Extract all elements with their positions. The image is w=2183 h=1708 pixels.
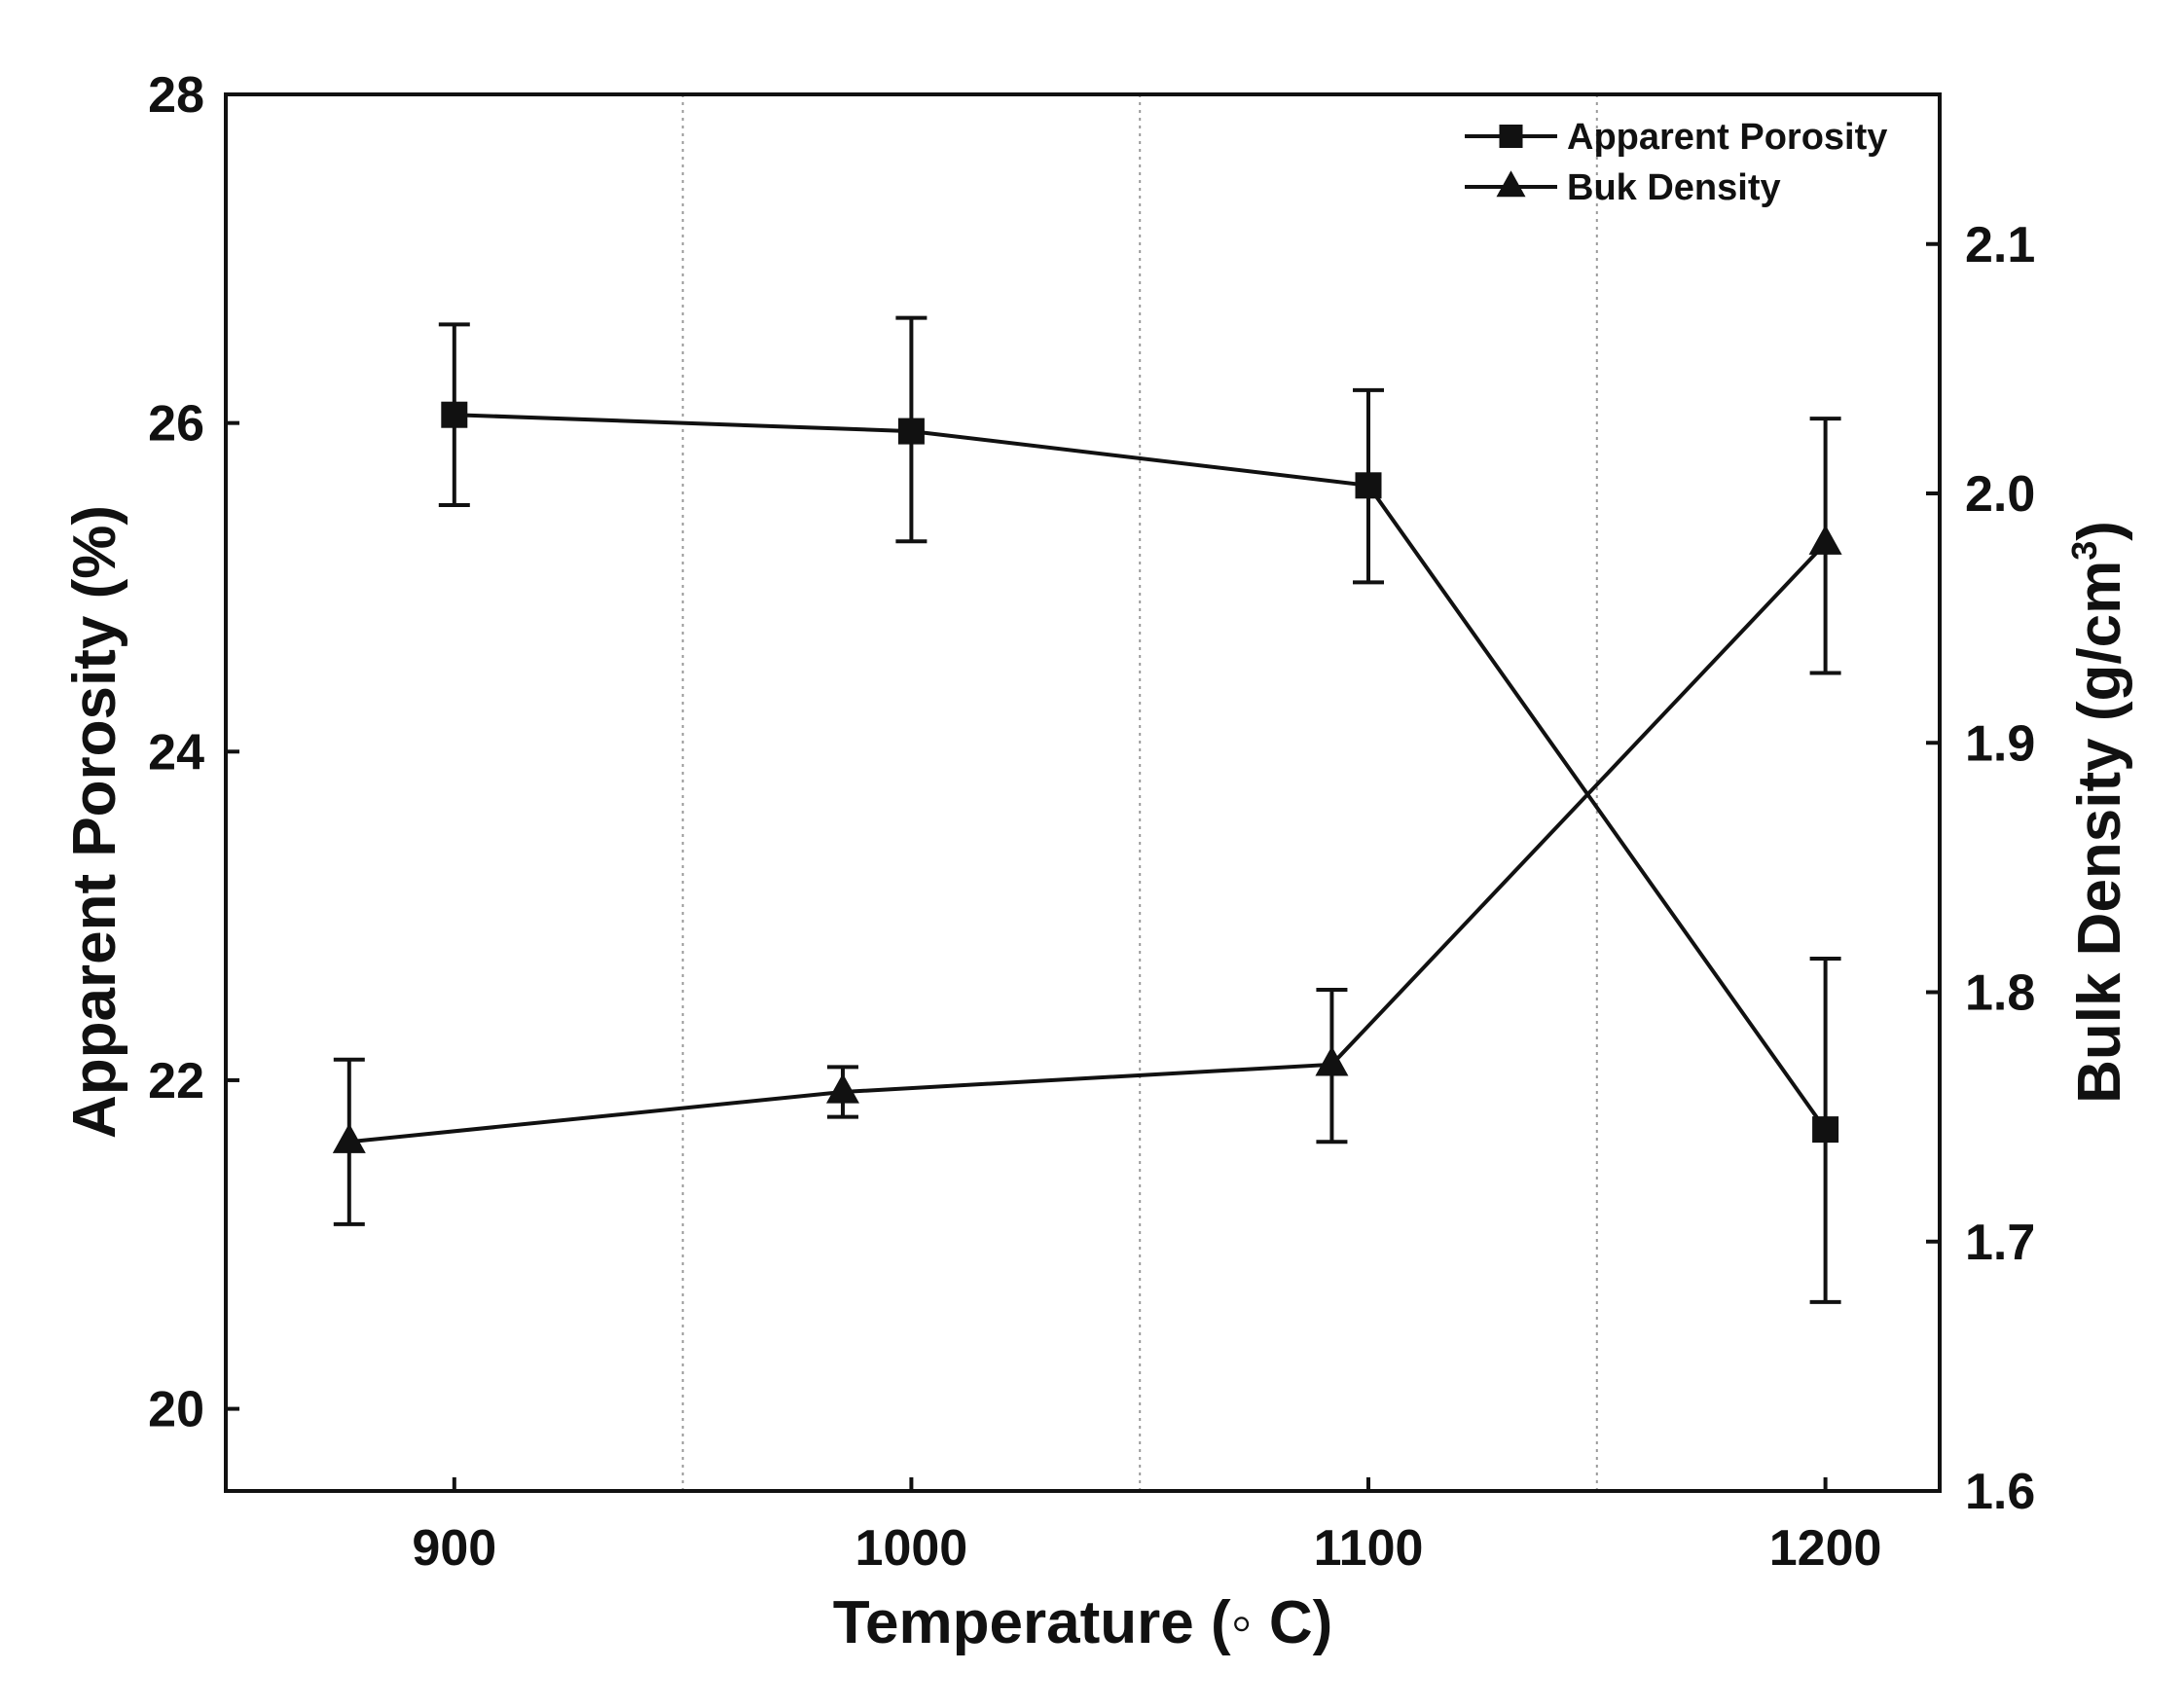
y-right-tick-label-1.7: 1.7 bbox=[1965, 1215, 2035, 1271]
series-layer bbox=[332, 315, 1842, 1304]
x-tick-label-1100: 1100 bbox=[1314, 1520, 1424, 1577]
point-buk-density-3 bbox=[1808, 525, 1842, 555]
y-right-axis-title-main: Bulk Density (g/cm bbox=[2066, 561, 2133, 1104]
point-apparent-porosity-0 bbox=[441, 401, 468, 428]
y-right-tick-label-1.8: 1.8 bbox=[1965, 965, 2035, 1022]
y-left-tick-label-22: 22 bbox=[148, 1053, 204, 1109]
y-left-axis-title: Apparent Porosity (%) bbox=[61, 505, 128, 1139]
point-apparent-porosity-3 bbox=[1812, 1116, 1839, 1144]
axis-layer: 900 1000 1100 1200 20 22 24 26 28 1.6 1.7 1.8 1.9 2.0… bbox=[148, 67, 2035, 1577]
legend-marker-apparent-porosity bbox=[1499, 125, 1523, 148]
grid-layer bbox=[681, 94, 1598, 1491]
y-right-tick-label-1.9: 1.9 bbox=[1965, 715, 2035, 772]
y-left-tick-label-28: 28 bbox=[148, 67, 204, 124]
legend-label-buk-density: Buk Density bbox=[1567, 167, 1781, 208]
legend: Apparent Porosity Buk Density bbox=[1465, 117, 1887, 208]
plot-frame bbox=[224, 92, 1942, 1493]
series-apparent-porosity bbox=[438, 315, 1841, 1304]
y-right-axis-title-close: ) bbox=[2066, 521, 2133, 541]
x-tick-label-1000: 1000 bbox=[855, 1520, 968, 1577]
y-right-axis-title: Bulk Density (g/cm3) bbox=[2064, 521, 2133, 1104]
legend-marker-buk-density bbox=[1496, 170, 1526, 198]
y-right-tick-label-2.0: 2.0 bbox=[1965, 466, 2035, 523]
x-axis-title: Temperature (◦ C) bbox=[833, 1589, 1332, 1656]
y-right-axis-title-superscript: 3 bbox=[2064, 541, 2104, 561]
legend-item-buk-density: Buk Density bbox=[1465, 167, 1781, 208]
x-tick-label-900: 900 bbox=[412, 1520, 496, 1577]
y-left-tick-label-26: 26 bbox=[148, 396, 204, 453]
legend-label-apparent-porosity: Apparent Porosity bbox=[1567, 117, 1887, 158]
y-right-tick-label-1.6: 1.6 bbox=[1965, 1464, 2035, 1520]
y-right-tick-label-2.1: 2.1 bbox=[1965, 217, 2035, 273]
point-buk-density-2 bbox=[1315, 1045, 1349, 1076]
point-apparent-porosity-1 bbox=[897, 418, 925, 445]
y-left-tick-label-24: 24 bbox=[148, 724, 204, 781]
point-apparent-porosity-2 bbox=[1355, 472, 1382, 499]
series-buk-density bbox=[332, 417, 1842, 1226]
point-buk-density-1 bbox=[825, 1073, 859, 1104]
series-line-apparent-porosity bbox=[454, 413, 1828, 1131]
x-tick-label-1200: 1200 bbox=[1769, 1520, 1882, 1577]
y-left-tick-label-20: 20 bbox=[148, 1382, 204, 1438]
point-buk-density-0 bbox=[332, 1123, 366, 1153]
legend-item-apparent-porosity: Apparent Porosity bbox=[1465, 117, 1887, 158]
series-line-buk-density bbox=[348, 541, 1828, 1145]
